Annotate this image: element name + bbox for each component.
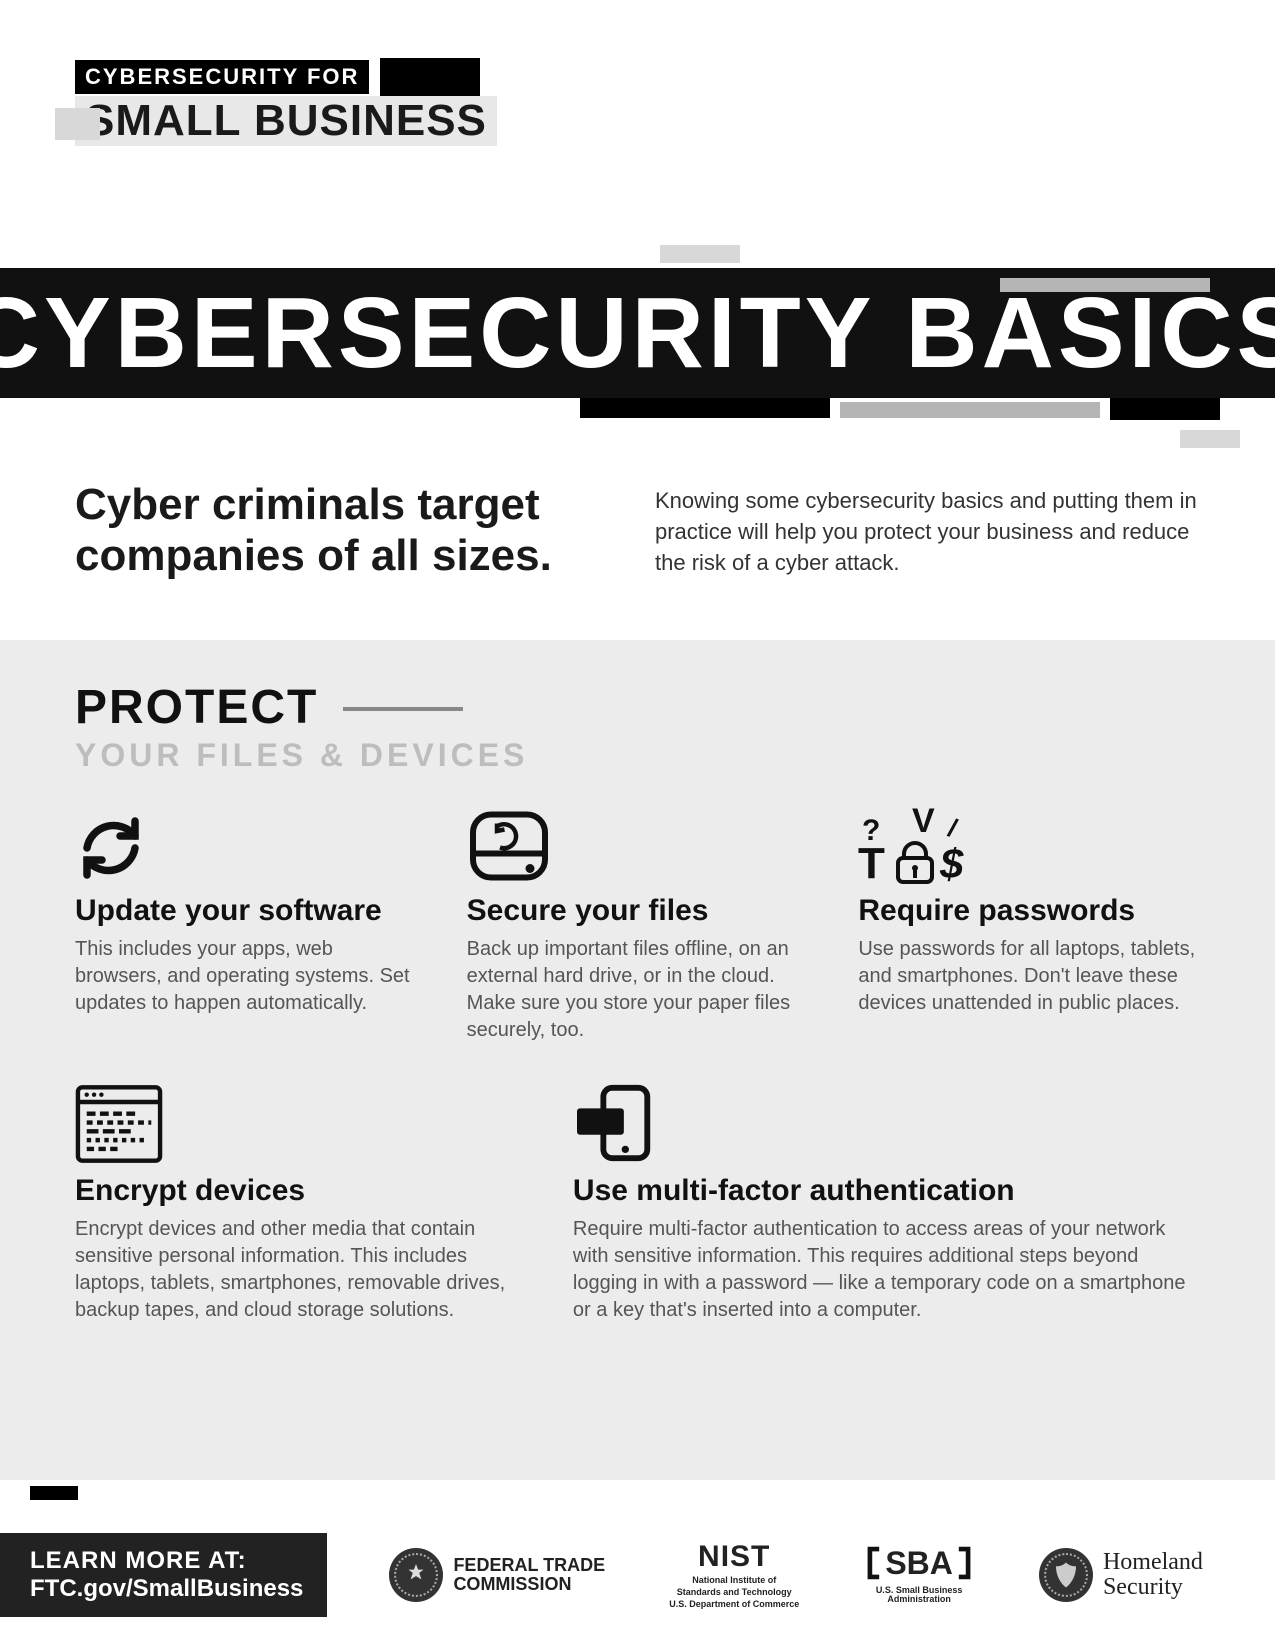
tip-title: Encrypt devices [75, 1174, 523, 1208]
footer: LEARN MORE AT: FTC.gov/SmallBusiness FED… [0, 1500, 1275, 1650]
svg-text:V: V [912, 804, 935, 840]
intro-headline: Cyber criminals target companies of all … [75, 480, 595, 581]
sba-logo: SBA U.S. Small Business Administration [863, 1545, 975, 1606]
protect-section: PROTECT YOUR FILES & DEVICES Update your… [0, 640, 1275, 1480]
decor-block [380, 58, 480, 96]
decor-block [660, 245, 740, 263]
section-subtitle: YOUR FILES & DEVICES [75, 737, 1200, 774]
encrypted-window-icon [75, 1084, 523, 1164]
header-title: SMALL BUSINESS [75, 96, 497, 146]
refresh-icon [75, 804, 417, 884]
nist-sub3: U.S. Department of Commerce [669, 1600, 799, 1610]
sba-bracket-icon [863, 1546, 883, 1580]
tip-body: This includes your apps, web browsers, a… [75, 936, 417, 1017]
svg-text:/: / [945, 812, 961, 843]
tip-title: Use multi-factor authentication [573, 1174, 1200, 1208]
section-rule [343, 707, 463, 711]
tip-update-software: Update your software This includes your … [75, 804, 417, 1044]
tip-title: Require passwords [858, 894, 1200, 928]
tip-body: Use passwords for all laptops, tablets, … [858, 936, 1200, 1017]
dhs-line1: Homeland [1103, 1550, 1203, 1575]
tip-secure-files: Secure your files Back up important file… [467, 804, 809, 1044]
dhs-line2: Security [1103, 1575, 1203, 1600]
dhs-seal-icon [1039, 1548, 1093, 1602]
sba-acronym: SBA [885, 1545, 953, 1582]
ftc-logo: FEDERAL TRADE COMMISSION [389, 1548, 605, 1602]
nist-logo: NIST National Institute of Standards and… [669, 1540, 799, 1610]
partner-logos: FEDERAL TRADE COMMISSION NIST National I… [327, 1540, 1275, 1610]
decor-block [30, 1486, 78, 1500]
ftc-line1: FEDERAL TRADE [453, 1556, 605, 1575]
learn-more-box: LEARN MORE AT: FTC.gov/SmallBusiness [0, 1533, 327, 1617]
decor-block [1180, 430, 1240, 448]
sba-sub: U.S. Small Business Administration [869, 1586, 969, 1606]
tips-row-2: Encrypt devices Encrypt devices and othe… [75, 1084, 1200, 1324]
svg-text:T: T [858, 839, 885, 884]
decor-block [1110, 398, 1220, 420]
nist-acronym: NIST [698, 1540, 770, 1574]
password-symbols-icon: ? V / T $ [858, 804, 1200, 884]
tip-title: Secure your files [467, 894, 809, 928]
learn-more-label: LEARN MORE AT: [30, 1547, 303, 1575]
svg-text:$: $ [939, 840, 964, 884]
tip-require-passwords: ? V / T $ Require passwords Use password… [858, 804, 1200, 1044]
tip-body: Encrypt devices and other media that con… [75, 1216, 523, 1324]
dhs-logo: Homeland Security [1039, 1548, 1203, 1602]
learn-more-url: FTC.gov/SmallBusiness [30, 1575, 303, 1603]
decor-block [580, 398, 830, 418]
svg-text:***: *** [583, 1111, 607, 1134]
intro-row: Cyber criminals target companies of all … [75, 480, 1200, 581]
harddrive-icon [467, 804, 809, 884]
tip-encrypt-devices: Encrypt devices Encrypt devices and othe… [75, 1084, 523, 1324]
ftc-seal-icon [389, 1548, 443, 1602]
ftc-line2: COMMISSION [453, 1575, 605, 1594]
tips-row-1: Update your software This includes your … [75, 804, 1200, 1044]
decor-block [55, 108, 100, 140]
intro-body: Knowing some cybersecurity basics and pu… [655, 480, 1200, 581]
sba-bracket-icon [955, 1546, 975, 1580]
decor-block [840, 402, 1100, 418]
mfa-phone-icon: *** [573, 1084, 1200, 1164]
tip-mfa: *** Use multi-factor authentication Requ… [573, 1084, 1200, 1324]
section-title: PROTECT [75, 680, 318, 735]
nist-sub2: Standards and Technology [677, 1588, 792, 1598]
tip-body: Require multi-factor authentication to a… [573, 1216, 1200, 1324]
decor-block [1000, 278, 1210, 292]
header-eyebrow: CYBERSECURITY FOR [75, 60, 369, 94]
page-title: CYBERSECURITY BASICS [0, 276, 1275, 391]
nist-sub1: National Institute of [692, 1576, 776, 1586]
tip-title: Update your software [75, 894, 417, 928]
tip-body: Back up important files offline, on an e… [467, 936, 809, 1044]
